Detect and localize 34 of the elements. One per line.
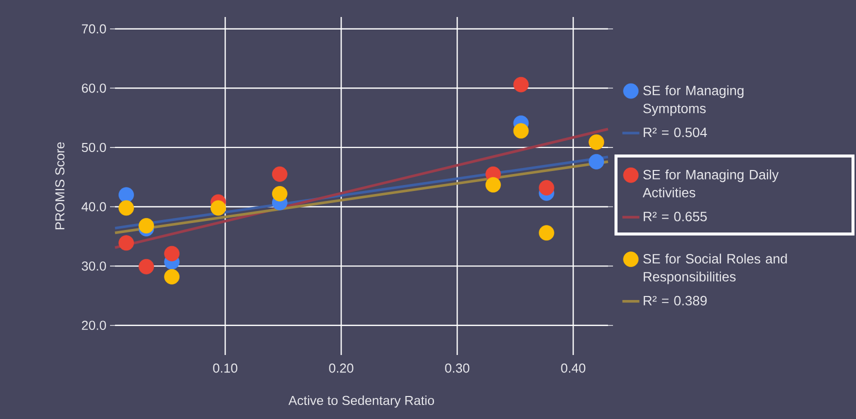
point [138,218,154,234]
x-axis-title: Active to Sedentary Ratio [288,396,434,408]
legend-label: R² = 0.504 [644,128,707,138]
legend-label: R² = 0.389 [644,296,707,306]
x-tick-label: 0.40 [561,364,586,373]
x-tick-label: 0.20 [329,364,354,373]
point [588,154,604,170]
point [164,246,180,262]
point [210,200,226,216]
y-tick-label: 40.0 [82,202,106,212]
point [272,186,288,202]
legend-label: SE for Managing Symptoms [643,85,744,116]
y-tick-label: 20.0 [82,320,106,330]
point [538,180,554,196]
point [513,76,529,92]
point [118,200,134,216]
point [118,187,134,203]
point [272,166,288,182]
y-tick-label: 50.0 [82,142,106,152]
x-tick-label: 0.10 [213,364,238,373]
legend-label: SE for Managing Daily Activities [642,170,779,198]
point [485,177,501,193]
point [513,123,529,139]
point [164,269,180,284]
point [118,235,134,251]
y-axis-title: PROMIS Score [55,142,64,230]
y-tick-label: 70.0 [82,24,106,34]
legend-label: SE for Social Roles and Responsibilities [643,254,787,284]
y-tick-label: 30.0 [82,261,106,271]
x-tick-label: 0.30 [445,364,470,373]
legend-label: R² = 0.655 [644,212,707,222]
point [538,225,554,241]
y-tick-label: 60.0 [82,84,106,93]
point [138,258,154,274]
